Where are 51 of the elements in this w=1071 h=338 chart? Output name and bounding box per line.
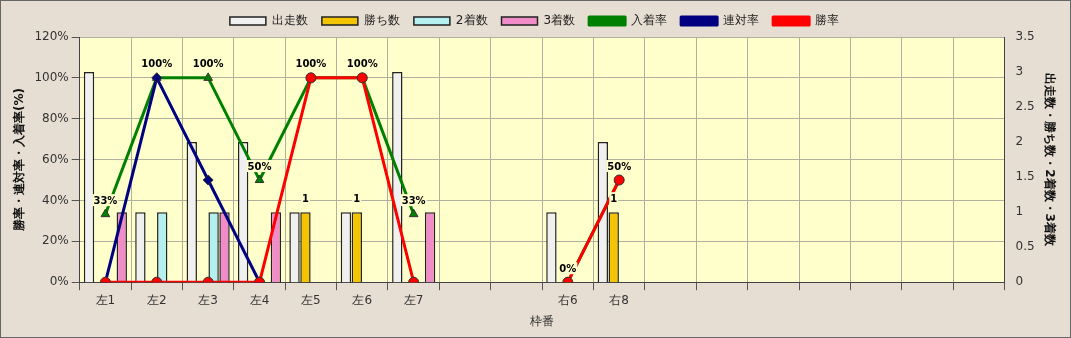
y-tick-label: 40% <box>42 192 69 207</box>
legend-label: 勝率 <box>815 13 840 28</box>
y2-tick-label: 1.5 <box>1015 169 1035 184</box>
point <box>203 72 213 81</box>
point <box>100 208 111 218</box>
data-label: 0% <box>559 262 577 274</box>
y-tick-label: 60% <box>42 151 69 166</box>
legend-label: 2着数 <box>455 13 488 28</box>
y2-tick-label: 2 <box>1015 134 1024 149</box>
point <box>202 174 214 186</box>
data-label: 50% <box>247 160 272 172</box>
data-label: 100% <box>346 58 378 70</box>
y-tick-label: 20% <box>42 233 69 248</box>
data-label: 33% <box>401 194 426 206</box>
data-label: 1 <box>353 192 361 204</box>
x-tick-label: 左7 <box>403 292 424 307</box>
x-tick-label: 左2 <box>146 292 167 307</box>
data-label: 1 <box>610 192 618 204</box>
legend-label: 入着率 <box>631 13 668 28</box>
data-label: 100% <box>141 58 173 70</box>
y2-axis-title: 出走数・勝ち数・2着数・3着数 <box>1042 73 1057 247</box>
data-label: 50% <box>607 160 632 172</box>
y-tick-label: 80% <box>42 110 69 125</box>
x-axis-title: 枠番 <box>529 313 555 328</box>
y2-tick-label: 1 <box>1015 204 1024 219</box>
data-label: 100% <box>192 58 224 70</box>
point <box>408 208 419 218</box>
y-tick-label: 100% <box>34 69 69 84</box>
x-tick-label: 左6 <box>352 292 373 307</box>
legend-label: 出走数 <box>271 13 308 28</box>
point <box>254 174 265 184</box>
y2-tick-label: 3 <box>1015 64 1024 79</box>
legend-label: 3着数 <box>543 13 576 28</box>
y-tick-label: 0% <box>49 274 69 289</box>
legend-label: 勝ち数 <box>363 13 400 28</box>
legend-label: 連対率 <box>723 13 760 28</box>
y2-tick-label: 0.5 <box>1015 239 1035 254</box>
data-label: 33% <box>93 194 118 206</box>
data-label: 1 <box>301 192 309 204</box>
y2-tick-label: 3.5 <box>1015 29 1035 44</box>
x-tick-label: 右6 <box>557 292 578 307</box>
x-tick-label: 左5 <box>301 292 321 307</box>
x-tick-label: 右8 <box>609 292 629 307</box>
y2-tick-label: 0 <box>1015 274 1024 289</box>
y-tick-label: 120% <box>34 29 69 44</box>
data-label: 100% <box>295 58 327 70</box>
x-tick-label: 左1 <box>95 292 116 307</box>
y-axis-title: 勝率・連対率・入着率(%) <box>12 88 27 233</box>
y2-tick-label: 2.5 <box>1015 99 1035 114</box>
x-tick-label: 左3 <box>198 292 218 307</box>
x-tick-label: 左4 <box>249 292 270 307</box>
